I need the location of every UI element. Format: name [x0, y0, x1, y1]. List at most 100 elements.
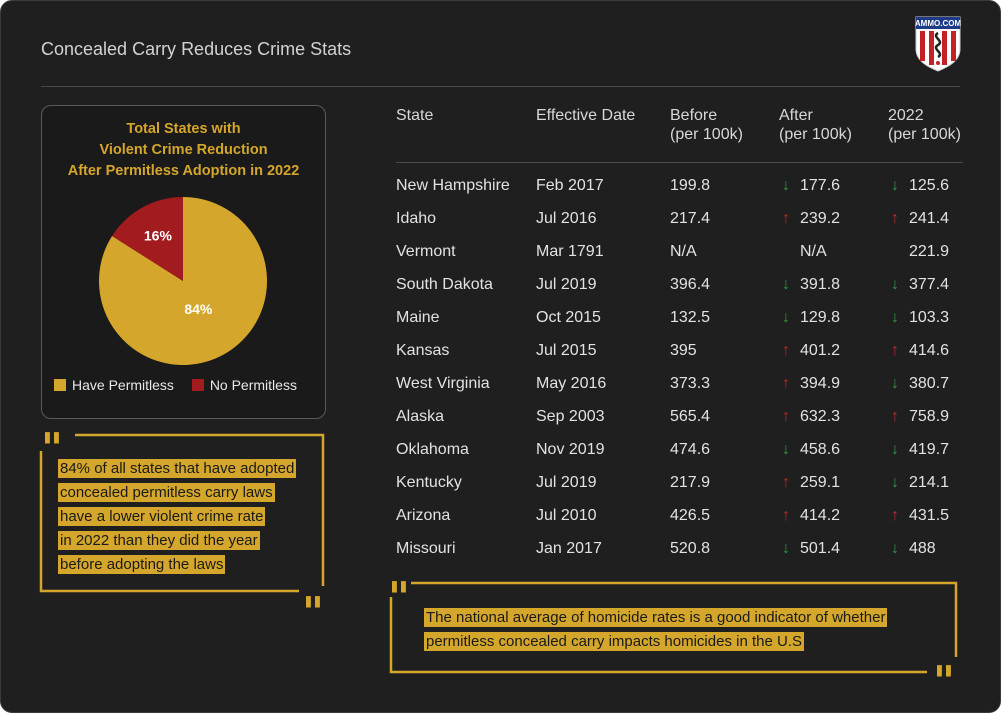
- cell-value: Jul 2016: [536, 209, 597, 227]
- legend-swatch: [54, 379, 66, 391]
- cell-after: ↑ 414.2: [779, 499, 888, 532]
- cell-value: 520.8: [670, 539, 711, 557]
- column-header-state: State: [396, 106, 536, 163]
- cell-value: 217.9: [670, 473, 711, 491]
- quote-line: in 2022 than they did the year: [58, 531, 260, 550]
- quote1-text: 84% of all states that have adopted conc…: [58, 457, 318, 577]
- arrow-down-icon: ↓: [891, 440, 899, 458]
- cell-value: Maine: [396, 308, 440, 326]
- pie-legend: Have Permitless No Permitless: [54, 377, 311, 394]
- table-row: Arizona Jul 2010 426.5 ↑ 414.2 ↑ 431.5: [396, 499, 963, 532]
- cell-value: 394.9: [800, 374, 841, 392]
- cell-value: 129.8: [800, 308, 841, 326]
- cell-effective-date: Mar 1791: [536, 235, 670, 268]
- header-divider: [41, 86, 960, 87]
- cell-state: Vermont: [396, 235, 536, 268]
- cell-effective-date: Jul 2015: [536, 334, 670, 367]
- cell-before: 396.4: [670, 268, 779, 301]
- crime-stats-table: State Effective Date Before (per 100k) Af…: [396, 106, 963, 565]
- column-header-after: After (per 100k): [779, 106, 888, 163]
- arrow-up-icon: ↑: [782, 341, 790, 359]
- table-row: Alaska Sep 2003 565.4 ↑ 632.3 ↑ 758.9: [396, 400, 963, 433]
- cell-before: 373.3: [670, 367, 779, 400]
- pie-chart: 84% 16%: [98, 197, 267, 365]
- cell-value: 377.4: [909, 275, 950, 293]
- cell-before: 426.5: [670, 499, 779, 532]
- cell-value: 758.9: [909, 407, 950, 425]
- pie-chart-title: Total States with Violent Crime Reductio…: [42, 119, 325, 182]
- cell-value: 259.1: [800, 473, 841, 491]
- cell-value: May 2016: [536, 374, 607, 392]
- cell-2022: ↓ 380.7: [888, 367, 963, 400]
- cell-before: 217.9: [670, 466, 779, 499]
- legend-label: No Permitless: [209, 377, 297, 393]
- cell-after: ↓ 391.8: [779, 268, 888, 301]
- arrow-down-icon: ↓: [891, 473, 899, 491]
- arrow-down-icon: ↓: [782, 440, 790, 458]
- table-row: Maine Oct 2015 132.5 ↓ 129.8 ↓ 103.3: [396, 301, 963, 334]
- cell-value: 565.4: [670, 407, 711, 425]
- quote-line: have a lower violent crime rate: [58, 507, 266, 526]
- quote-line: before adopting the laws: [58, 555, 226, 574]
- cell-value: Feb 2017: [536, 176, 604, 194]
- cell-after: ↑ 394.9: [779, 367, 888, 400]
- cell-2022: ↑ 241.4: [888, 202, 963, 235]
- cell-effective-date: Oct 2015: [536, 301, 670, 334]
- cell-value: Idaho: [396, 209, 437, 227]
- cell-value: N/A: [670, 242, 697, 260]
- cell-value: Missouri: [396, 539, 456, 557]
- cell-value: 380.7: [909, 374, 950, 392]
- arrow-up-icon: ↑: [891, 341, 899, 359]
- cell-value: Kansas: [396, 341, 450, 359]
- open-quote-icon: ": [388, 573, 410, 622]
- cell-effective-date: Jul 2010: [536, 499, 670, 532]
- quote2-text: The national average of homicide rates i…: [424, 606, 944, 654]
- cell-value: Jul 2019: [536, 473, 597, 491]
- cell-2022: 221.9: [888, 235, 963, 268]
- arrow-down-icon: ↓: [891, 275, 899, 293]
- cell-before: 199.8: [670, 163, 779, 203]
- cell-value: Sep 2003: [536, 407, 605, 425]
- cell-2022: ↓ 488: [888, 532, 963, 565]
- table-row: Oklahoma Nov 2019 474.6 ↓ 458.6 ↓ 419.7: [396, 433, 963, 466]
- close-quote-icon: ": [302, 588, 324, 637]
- cell-2022: ↑ 414.6: [888, 334, 963, 367]
- cell-state: Arizona: [396, 499, 536, 532]
- cell-value: 125.6: [909, 176, 950, 194]
- cell-state: West Virginia: [396, 367, 536, 400]
- pie-title-line: Violent Crime Reduction: [99, 142, 268, 158]
- cell-value: 132.5: [670, 308, 711, 326]
- cell-2022: ↓ 103.3: [888, 301, 963, 334]
- cell-value: Mar 1791: [536, 242, 604, 260]
- table-row: New Hampshire Feb 2017 199.8 ↓ 177.6 ↓ 125.6: [396, 163, 963, 203]
- cell-value: Arizona: [396, 506, 451, 524]
- cell-value: 414.6: [909, 341, 950, 359]
- cell-before: 217.4: [670, 202, 779, 235]
- legend-item-no-permitless: No Permitless: [191, 377, 297, 393]
- cell-value: 241.4: [909, 209, 950, 227]
- cell-value: Oklahoma: [396, 440, 469, 458]
- cell-value: 501.4: [800, 539, 841, 557]
- cell-value: Jan 2017: [536, 539, 602, 557]
- cell-before: 474.6: [670, 433, 779, 466]
- quote-line: The national average of homicide rates i…: [424, 608, 888, 627]
- pie-title-line: After Permitless Adoption in 2022: [67, 163, 300, 179]
- cell-after: ↑ 239.2: [779, 202, 888, 235]
- arrow-up-icon: ↑: [782, 407, 790, 425]
- quote-line: 84% of all states that have adopted: [58, 459, 297, 478]
- arrow-up-icon: ↑: [782, 374, 790, 392]
- arrow-up-icon: ↑: [782, 506, 790, 524]
- cell-state: Alaska: [396, 400, 536, 433]
- cell-before: N/A: [670, 235, 779, 268]
- pie-data-label: 84%: [184, 301, 213, 317]
- pie-slice-no-permitless: [112, 197, 183, 281]
- cell-value: Nov 2019: [536, 440, 605, 458]
- close-quote-icon: ": [933, 657, 955, 706]
- cell-value: 221.9: [909, 242, 950, 260]
- quote-line: concealed permitless carry laws: [58, 483, 275, 502]
- table-row: Idaho Jul 2016 217.4 ↑ 239.2 ↑ 241.4: [396, 202, 963, 235]
- cell-value: 632.3: [800, 407, 841, 425]
- arrow-down-icon: ↓: [782, 176, 790, 194]
- arrow-down-icon: ↓: [891, 374, 899, 392]
- cell-effective-date: May 2016: [536, 367, 670, 400]
